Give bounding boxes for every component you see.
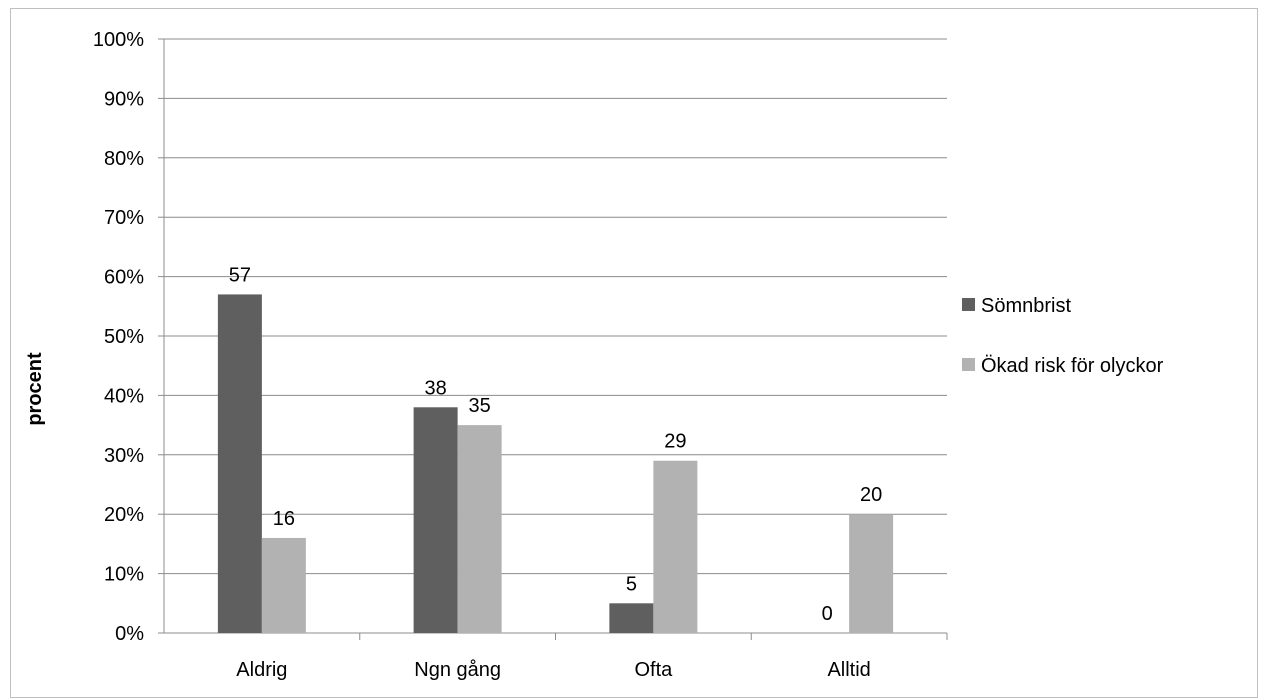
y-tick-label: 10%: [104, 564, 144, 586]
y-tick-label: 30%: [104, 445, 144, 467]
y-tick-label: 70%: [104, 207, 144, 229]
y-tick-label: 80%: [104, 148, 144, 170]
data-labels: 57 16 38 35 5 29 0 20: [229, 264, 883, 625]
data-label: 29: [664, 431, 686, 453]
bar: [413, 407, 458, 633]
y-tick-label: 90%: [104, 88, 144, 110]
data-label: 35: [469, 395, 491, 417]
bars: [217, 294, 894, 633]
legend-label: Ökad risk för olyckor: [981, 355, 1164, 377]
data-label: 57: [229, 264, 251, 286]
x-tick-label: Alltid: [827, 659, 870, 681]
bar: [849, 514, 894, 633]
y-tick-label: 100%: [93, 29, 144, 51]
x-tick-label: Ngn gång: [414, 659, 501, 681]
bar: [261, 537, 306, 633]
y-tick-label: 40%: [104, 385, 144, 407]
data-label: 5: [626, 573, 637, 595]
x-tick-label: Aldrig: [236, 659, 287, 681]
y-tick-label: 60%: [104, 267, 144, 289]
legend-label: Sömnbrist: [981, 295, 1071, 317]
data-label: 20: [860, 484, 882, 506]
legend: Sömnbrist Ökad risk för olyckor: [962, 295, 1164, 377]
bar: [217, 294, 262, 633]
y-tick-label: 50%: [104, 326, 144, 348]
y-axis-label: procent: [24, 352, 46, 426]
data-label: 16: [273, 508, 295, 530]
bar: [609, 603, 654, 633]
bar: [653, 460, 698, 633]
y-tick-label: 0%: [115, 623, 144, 645]
data-label: 38: [425, 377, 447, 399]
bar: [457, 425, 502, 633]
gridlines: [164, 38, 947, 575]
legend-swatch: [962, 358, 975, 371]
data-label: 0: [822, 603, 833, 625]
legend-swatch: [962, 298, 975, 311]
y-tick-label: 20%: [104, 504, 144, 526]
x-tick-label: Ofta: [634, 659, 673, 681]
